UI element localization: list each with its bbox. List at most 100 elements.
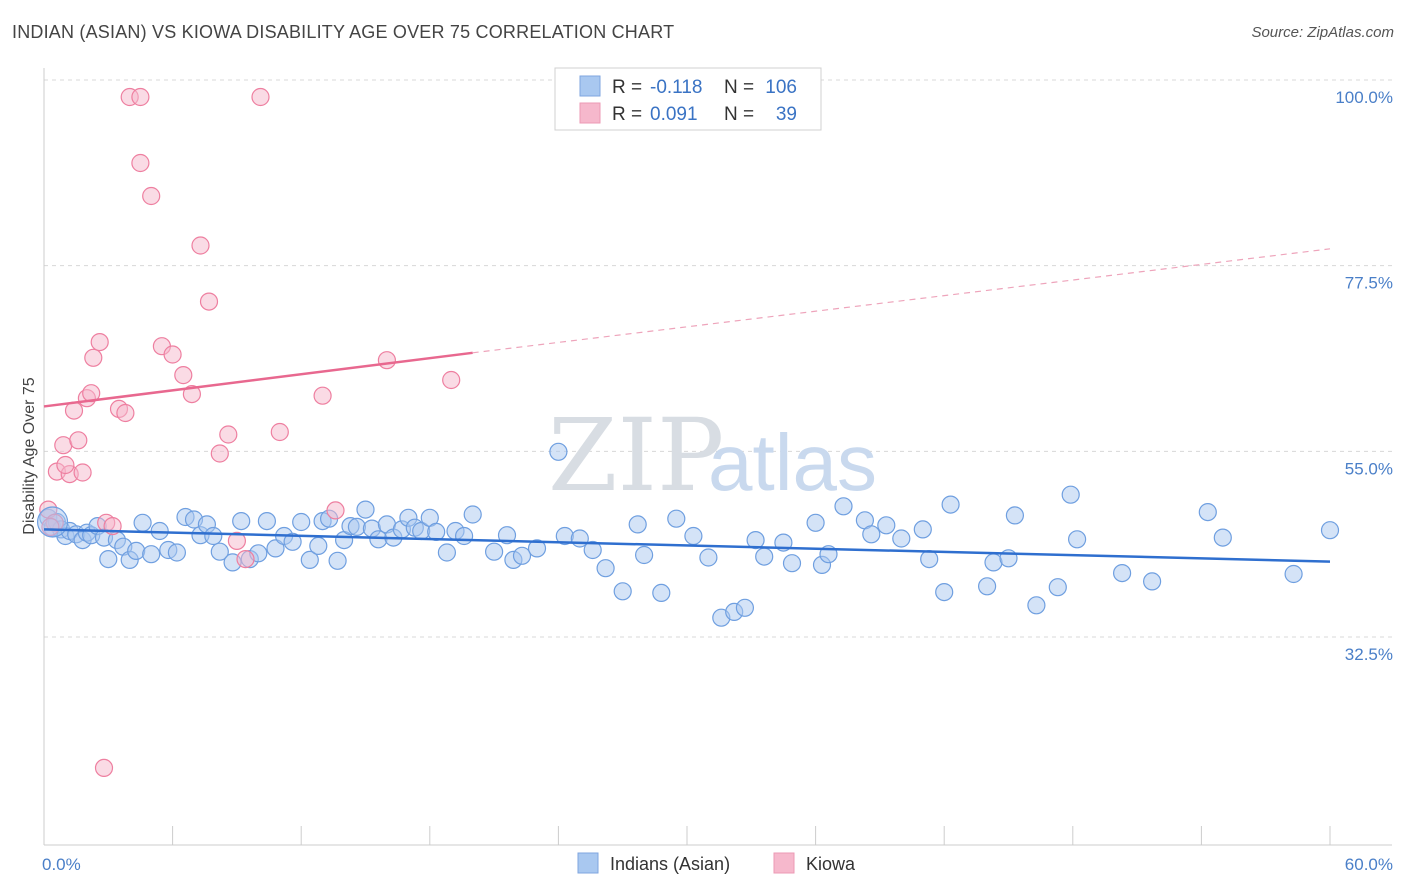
point-kiowa-20 [182,385,201,404]
point-indian-asian-106 [1198,502,1217,522]
point-indian-asian-105 [1142,572,1162,591]
point-kiowa-9 [84,348,103,367]
legend-r-value-1: 0.091 [650,104,698,125]
point-indian-asian-93 [920,549,939,569]
point-kiowa-38 [131,87,150,107]
point-indian-asian-89 [862,525,881,544]
point-kiowa-3 [54,436,73,455]
trend-line-kiowa-extension [472,248,1331,354]
watermark: ZIP atlas [548,397,877,514]
legend-r-label-0: R = [612,77,642,98]
trend-lines [43,248,1331,563]
point-indian-asian-38 [309,536,328,556]
point-indian-asian-44 [347,517,366,537]
point-indian-asian-76 [699,548,718,567]
point-kiowa-23 [210,444,229,463]
point-kiowa-31 [377,351,396,370]
point-indian-asian-12 [99,549,118,569]
point-indian-asian-35 [283,532,302,551]
tick-labels: 100.0% 77.5% 55.0% 32.5% 0.0% 60.0% [42,88,1393,874]
bottom-legend-label-0: Indians (Asian) [610,854,730,874]
legend-n-value-1: 39 [776,104,797,125]
x-tick-label-1: 60.0% [1345,855,1393,874]
point-indian-asian-64 [527,539,547,558]
legend-box: R = -0.118 N = 106 R = 0.091 N = 39 [554,67,822,131]
point-kiowa-26 [236,549,255,569]
point-indian-asian-107 [1284,564,1303,584]
point-indian-asian-cluster [36,506,69,538]
legend-swatch-0 [579,75,601,97]
point-indian-asian-80 [746,530,765,550]
point-indian-asian-91 [892,529,911,548]
point-kiowa-27 [251,87,270,107]
point-indian-asian-63 [512,546,532,565]
point-indian-asian-96 [977,577,997,596]
y-tick-label-2: 55.0% [1345,459,1393,478]
bottom-legend-label-1: Kiowa [806,854,856,874]
legend-swatch-1 [579,102,601,124]
bottom-legend: Indians (Asian) Kiowa [577,852,856,874]
legend-r-label-1: R = [612,104,642,125]
point-indian-asian-33 [266,539,285,558]
point-indian-asian-21 [167,543,186,562]
chart-title: INDIAN (ASIAN) VS KIOWA DISABILITY AGE O… [12,22,675,42]
point-kiowa-16 [142,186,161,206]
point-indian-asian-103 [1067,530,1087,549]
point-kiowa-30 [326,501,345,520]
point-indian-asian-101 [1048,578,1067,597]
point-indian-asian-61 [497,526,517,545]
point-kiowa-29 [313,386,332,405]
point-kiowa-28 [270,422,289,442]
legend-n-value-0: 106 [765,77,797,98]
point-kiowa-15 [131,153,150,173]
axes [43,68,1392,846]
point-indian-asian-32 [257,511,276,531]
point-indian-asian-79 [735,598,755,617]
point-indian-asian-29 [232,511,251,531]
point-indian-asian-99 [1005,506,1025,525]
point-indian-asian-75 [684,526,703,546]
point-kiowa-22 [199,292,219,311]
point-kiowa-35 [56,455,75,475]
point-indian-asian-18 [142,545,161,564]
point-indian-asian-109 [1320,521,1340,540]
y-tick-label-0: 100.0% [1335,88,1393,107]
point-kiowa-21 [191,236,210,255]
point-kiowa-19 [174,366,193,385]
point-indian-asian-104 [1112,563,1132,583]
point-indian-asian-17 [133,513,152,532]
point-indian-asian-108 [1213,528,1232,547]
point-indian-asian-36 [292,512,311,532]
point-kiowa-6 [69,431,88,450]
point-indian-asian-83 [782,554,802,573]
point-indian-asian-95 [941,495,960,514]
watermark-atlas: atlas [708,418,877,507]
point-indian-asian-74 [667,509,686,528]
x-tick-label-0: 0.0% [42,855,81,874]
point-indian-asian-94 [935,582,954,602]
legend-n-label-0: N = [724,77,754,98]
point-kiowa-7 [73,463,92,482]
point-indian-asian-65 [549,442,568,461]
y-tick-label-3: 32.5% [1345,645,1393,664]
point-kiowa-37 [116,403,135,423]
point-kiowa-24 [219,425,238,444]
point-indian-asian-45 [356,500,375,519]
point-indian-asian-69 [596,559,615,578]
point-indian-asian-97 [984,553,1003,572]
point-indian-asian-26 [204,526,223,546]
point-indian-asian-92 [913,520,932,539]
point-indian-asian-100 [1027,596,1046,615]
point-indian-asian-47 [369,530,388,549]
point-indian-asian-73 [652,583,671,603]
point-kiowa-25 [227,531,246,551]
point-indian-asian-60 [485,542,504,561]
scatter-points [36,87,1340,778]
point-kiowa-10 [90,333,109,352]
point-indian-asian-71 [628,515,647,534]
point-kiowa-32 [442,370,461,390]
point-indian-asian-41 [328,551,347,570]
watermark-zip: ZIP [548,397,724,514]
point-kiowa-33 [94,758,114,778]
